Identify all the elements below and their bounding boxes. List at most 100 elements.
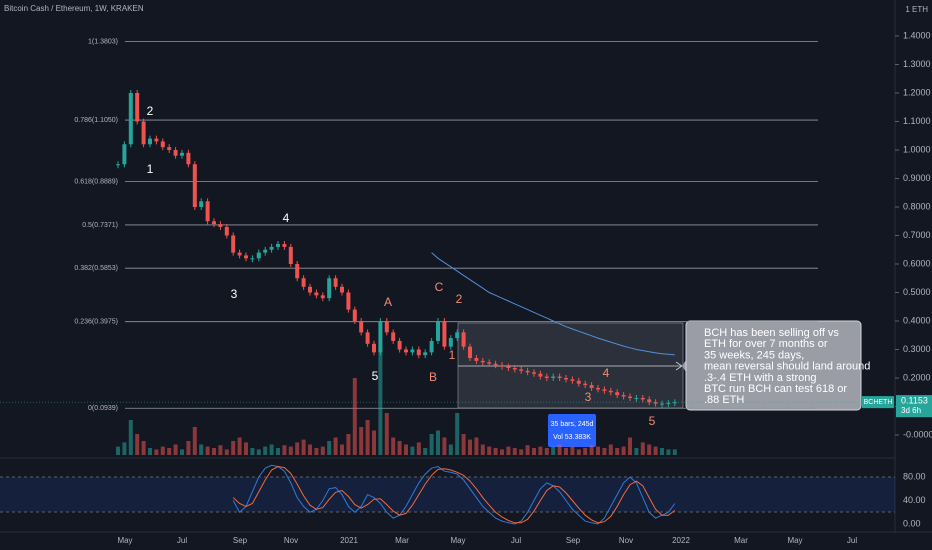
wave-label: 4 [283, 211, 290, 225]
y-tick-label: 1.0000 [903, 144, 931, 154]
candle-body [423, 352, 428, 356]
candle-body [602, 389, 607, 391]
wave-label: A [384, 295, 392, 309]
candle-body [410, 349, 415, 353]
stoch-d [232, 465, 676, 524]
note-line: mean reversal should land around [704, 361, 870, 373]
volume-bar [199, 444, 204, 455]
volume-bar [180, 449, 184, 455]
candle-body [192, 164, 197, 207]
candle-body [391, 332, 396, 341]
volume-bar [557, 444, 562, 455]
volume-bar [544, 448, 549, 455]
x-tick-label: Sep [233, 536, 248, 545]
y-tick-label: 0.7000 [903, 230, 931, 240]
candle-body [448, 338, 453, 347]
candle-body [653, 402, 658, 404]
volume-bar [404, 444, 408, 455]
candle-body [384, 320, 389, 333]
volume-bar [122, 442, 127, 455]
candle-body [544, 376, 549, 378]
volume-bar [480, 444, 485, 455]
volume-bar [576, 449, 581, 455]
volume-bar [461, 434, 466, 455]
stoch-tick-label: 40.00 [903, 495, 926, 505]
volume-bar [250, 448, 255, 455]
x-tick-label: May [787, 536, 802, 545]
candle-body [672, 402, 677, 404]
candle-body [263, 249, 268, 253]
stoch-k [232, 464, 676, 525]
volume-bar [423, 448, 428, 455]
wave-label: 1 [147, 162, 154, 176]
candle-body [212, 221, 216, 225]
candle-body [186, 152, 191, 165]
volume-bar [391, 437, 396, 455]
candle-body [583, 383, 588, 386]
candle-body [416, 349, 421, 356]
x-tick-label: 2021 [340, 536, 358, 545]
candle-body [519, 369, 524, 371]
symbol-title: Bitcoin Cash / Ethereum, 1W, KRAKEN [4, 4, 144, 13]
volume-bar [525, 445, 530, 455]
candle-body [378, 320, 383, 353]
candle-body [596, 387, 600, 390]
last-price-symbol-box [862, 396, 894, 409]
candle-body [340, 286, 344, 293]
candle-body [167, 147, 172, 150]
volume-bar [231, 441, 236, 455]
candle-body [397, 340, 402, 350]
measure-label-box [548, 414, 596, 447]
volume-bar [621, 446, 626, 455]
volume-bar [519, 449, 524, 455]
x-tick-label: May [450, 536, 465, 545]
stoch-tick-label: 0.00 [903, 518, 921, 528]
candle-body [404, 349, 408, 353]
y-tick-label: 0.5000 [903, 287, 931, 297]
stoch-band [0, 477, 895, 512]
volume-bar [493, 448, 498, 455]
candle-body [480, 360, 485, 363]
note-line: BTC run BCH can test 618 or [704, 383, 847, 395]
candle-body [301, 278, 306, 287]
x-tick-label: Mar [734, 536, 748, 545]
volume-bar [333, 437, 338, 455]
candle-body [218, 224, 223, 227]
fib-label: 0.236(0.3975) [74, 319, 118, 326]
wave-label: 3 [231, 287, 238, 301]
countdown: 3d 6h [901, 406, 921, 415]
candle-body [532, 372, 536, 374]
measure-volume: Vol 53.383K [553, 434, 591, 441]
volume-bar [346, 434, 351, 455]
volume-bar [378, 346, 383, 455]
candle-body [256, 252, 261, 259]
note-pointer [682, 360, 686, 372]
x-tick-label: Jul [511, 536, 521, 545]
y-tick-label: -0.0000 [903, 429, 932, 439]
volume-bar [359, 427, 364, 455]
volume-bar [397, 441, 402, 455]
y-tick-label: 0.6000 [903, 258, 931, 268]
volume-bar [340, 444, 344, 455]
candle-body [372, 343, 376, 353]
last-price-symbol: BCHETH [864, 399, 893, 406]
candle-body [608, 390, 613, 393]
volume-bar [500, 449, 504, 455]
note-line: BCH has been selling off vs [704, 327, 839, 339]
volume-bar [192, 427, 197, 455]
volume-bar [596, 446, 600, 455]
volume-bar [615, 448, 620, 455]
fib-label: 0.618(0.8889) [74, 179, 118, 186]
x-tick-label: Nov [619, 536, 633, 545]
wave-label: 2 [456, 292, 463, 306]
candle-body [327, 278, 332, 299]
volume-bar [295, 442, 300, 455]
volume-bar [666, 449, 671, 455]
candle-body [173, 149, 178, 156]
candle-body [506, 366, 511, 369]
note-line: 35 weeks, 245 days, [704, 349, 804, 361]
wave-label: 1 [449, 348, 456, 362]
note-line: ETH for over 7 months or [704, 338, 828, 350]
